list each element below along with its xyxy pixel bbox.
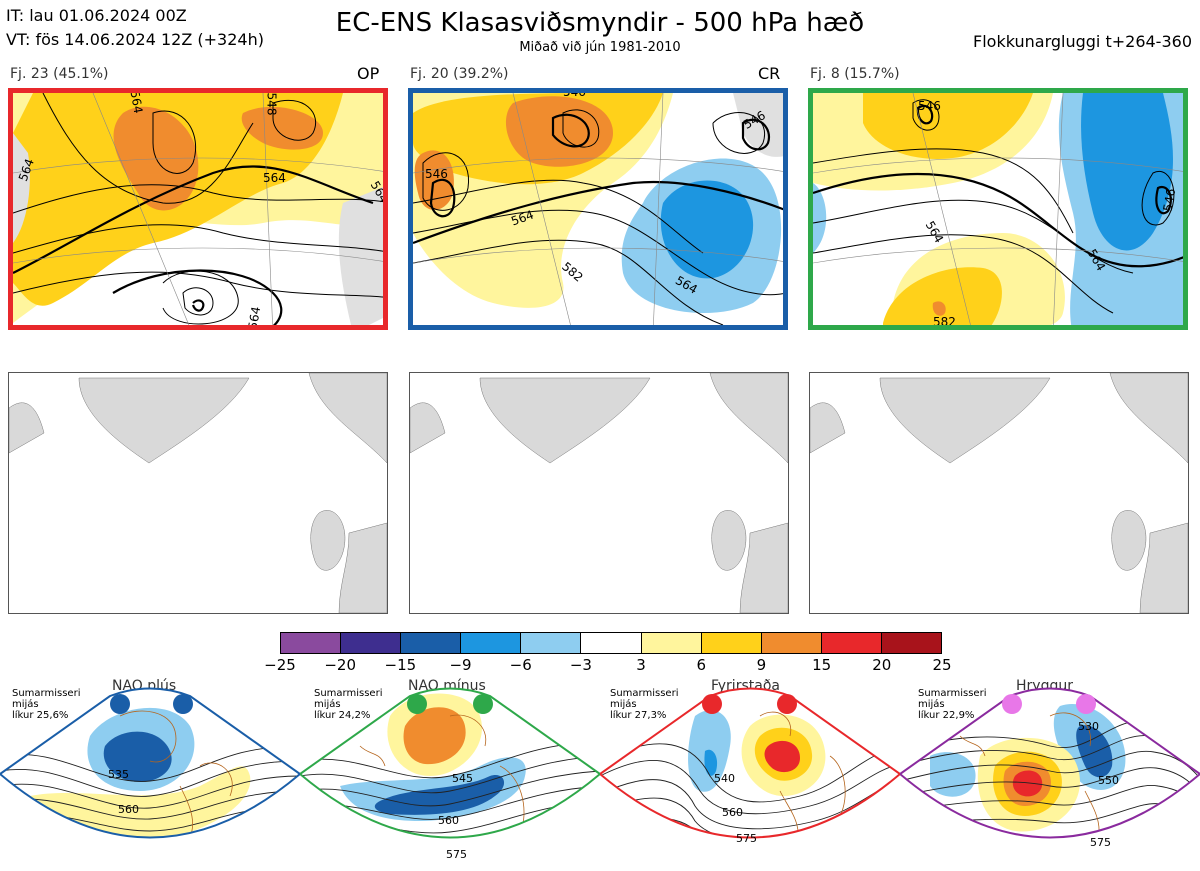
- colorbar-tick-label: 9: [756, 656, 767, 674]
- issue-time: IT: lau 01.06.2024 00Z: [6, 6, 187, 25]
- colorbar-swatch: [821, 633, 882, 653]
- colorbar-swatch: [281, 633, 342, 653]
- contour-label: 535: [108, 768, 129, 781]
- colorbar-swatch: [341, 633, 402, 653]
- colorbar-swatch: [461, 633, 522, 653]
- empty-map-3: [809, 372, 1189, 614]
- colorbar-tick-label: −9: [449, 656, 472, 674]
- regime-1-map: 535 560: [0, 676, 300, 871]
- cluster-1-label: Fj. 23 (45.1%): [10, 66, 109, 82]
- contour-label: 540: [714, 772, 735, 785]
- cluster-1-tag: OP: [357, 64, 380, 83]
- colorbar-tick-label: 3: [636, 656, 646, 674]
- colorbar-tick-label: 20: [872, 656, 892, 674]
- page-title: EC-ENS Klasasviðsmyndir - 500 hPa hæð: [335, 8, 865, 38]
- colorbar-swatch: [641, 633, 702, 653]
- colorbar-tick-label: −25: [264, 656, 296, 674]
- contour-label: 560: [722, 806, 743, 819]
- cluster-1-map: 564 548 564 564 564 564: [8, 88, 388, 330]
- colorbar-tick-label: −3: [569, 656, 592, 674]
- colorbar-tick-label: −15: [384, 656, 417, 674]
- regime-4-map: 530 550 575: [900, 676, 1200, 871]
- contour-label: 546: [425, 167, 448, 181]
- colorbar-swatch: [761, 633, 822, 653]
- contour-label: 575: [446, 848, 467, 861]
- regime-4-note: Sumarmisseri mijás líkur 22,9%: [918, 688, 987, 721]
- colorbar-tick-label: 25: [932, 656, 952, 674]
- contour-label: 548: [264, 92, 279, 116]
- colorbar-swatch: [401, 633, 462, 653]
- regime-2-note: Sumarmisseri mijás líkur 24,2%: [314, 688, 383, 721]
- contour-label: 530: [1078, 720, 1099, 733]
- cluster-3-map: 546 564 564 582 546: [808, 88, 1188, 330]
- contour-label: 564: [245, 305, 264, 330]
- clustering-window: Flokkunargluggi t+264-360: [973, 32, 1192, 51]
- colorbar-swatch: [581, 633, 642, 653]
- colorbar-swatch: [521, 633, 582, 653]
- empty-map-2: [409, 372, 789, 614]
- regime-2-map: 545 560 575: [300, 676, 600, 871]
- colorbar-swatch: [701, 633, 762, 653]
- colorbar-swatch: [881, 633, 942, 653]
- contour-label: 546: [918, 99, 941, 113]
- contour-label: 575: [736, 832, 757, 845]
- regime-3-note: Sumarmisseri mijás líkur 27,3%: [610, 688, 679, 721]
- cluster-2-map: 546 546 564 582 564 546: [408, 88, 788, 330]
- regime-3-map: 540 560 575: [600, 676, 900, 871]
- contour-label: 564: [263, 171, 286, 185]
- valid-time: VT: fös 14.06.2024 12Z (+324h): [6, 30, 264, 49]
- colorbar-tick-label: 15: [812, 656, 832, 674]
- cluster-2-label: Fj. 20 (39.2%): [410, 66, 509, 82]
- contour-label: 560: [118, 803, 139, 816]
- colorbar-tick-label: −20: [324, 656, 356, 674]
- anomaly-colorbar: [280, 632, 942, 654]
- colorbar-tick-label: 6: [696, 656, 707, 674]
- colorbar-tick-label: −6: [509, 656, 532, 674]
- page-subtitle: Miðað við jún 1981-2010: [519, 40, 681, 55]
- contour-label: 545: [452, 772, 473, 785]
- contour-label: 546: [563, 88, 586, 99]
- contour-label: 582: [933, 315, 956, 329]
- contour-label: 560: [438, 814, 459, 827]
- cluster-2-tag: CR: [758, 64, 781, 83]
- contour-label: 575: [1090, 836, 1111, 849]
- contour-label: 550: [1098, 774, 1119, 787]
- empty-map-1: [8, 372, 388, 614]
- cluster-3-label: Fj. 8 (15.7%): [810, 66, 900, 82]
- regime-1-note: Sumarmisseri mijás líkur 25,6%: [12, 688, 81, 721]
